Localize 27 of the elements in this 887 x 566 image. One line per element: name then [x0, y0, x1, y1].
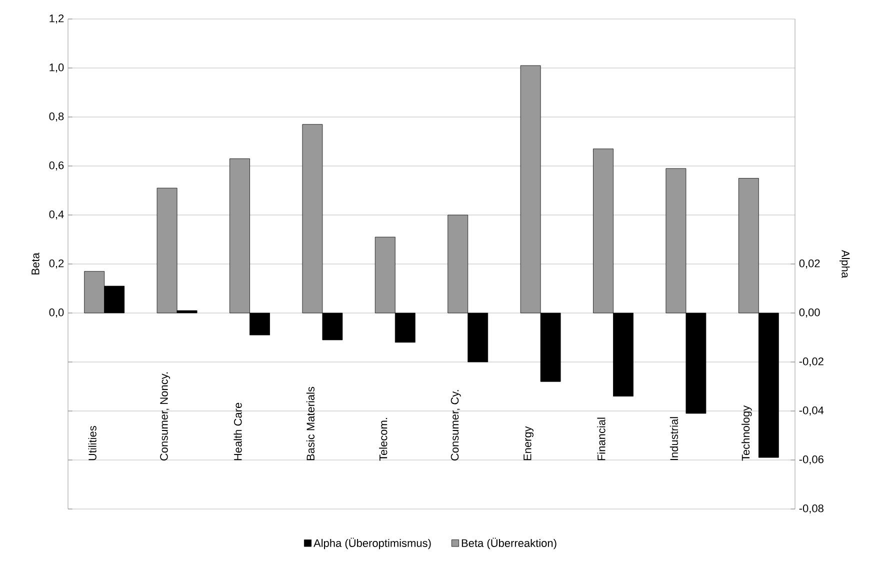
y-tick-label: 1,0	[50, 63, 64, 73]
y2-tick-label: 0,00	[799, 308, 820, 318]
y-tick-label: 0,2	[49, 259, 64, 269]
legend-label: Beta (Überreaktion)	[462, 538, 556, 550]
y2-axis-title: Alpha	[839, 250, 850, 278]
y-tick-label: 0,8	[49, 112, 64, 122]
x-tick-label: Consumer, Cy.	[450, 390, 461, 460]
y-tick-label: 0,4	[49, 210, 64, 220]
y-tick-label: 0,0	[49, 308, 64, 318]
y2-tick-label: -0,02	[799, 357, 824, 367]
x-tick-label: Technology	[742, 405, 752, 461]
y2-tick-label: -0,06	[799, 455, 824, 465]
legend-label: Alpha (Überoptimismus)	[314, 538, 431, 550]
x-tick-label: Basic Materials	[306, 386, 314, 460]
y2-tick-label: 0,02	[799, 259, 820, 269]
x-tick-label: Utilities	[88, 426, 96, 460]
x-tick-label: Financial	[597, 418, 606, 460]
y-tick-label: 1,2	[50, 14, 64, 24]
y2-tick-label: -0,04	[799, 406, 824, 416]
x-tick-label: Energy	[524, 426, 534, 460]
x-tick-label: Consumer, Noncy.	[160, 372, 170, 460]
y2-tick-label: -0,08	[799, 504, 824, 514]
x-tick-label: Industrial	[670, 417, 678, 460]
y-tick-label: 0,6	[49, 161, 64, 171]
x-tick-label: Telecom.	[379, 418, 388, 461]
x-tick-label: Health Care	[234, 402, 242, 460]
y-axis-title: Beta	[32, 252, 40, 274]
